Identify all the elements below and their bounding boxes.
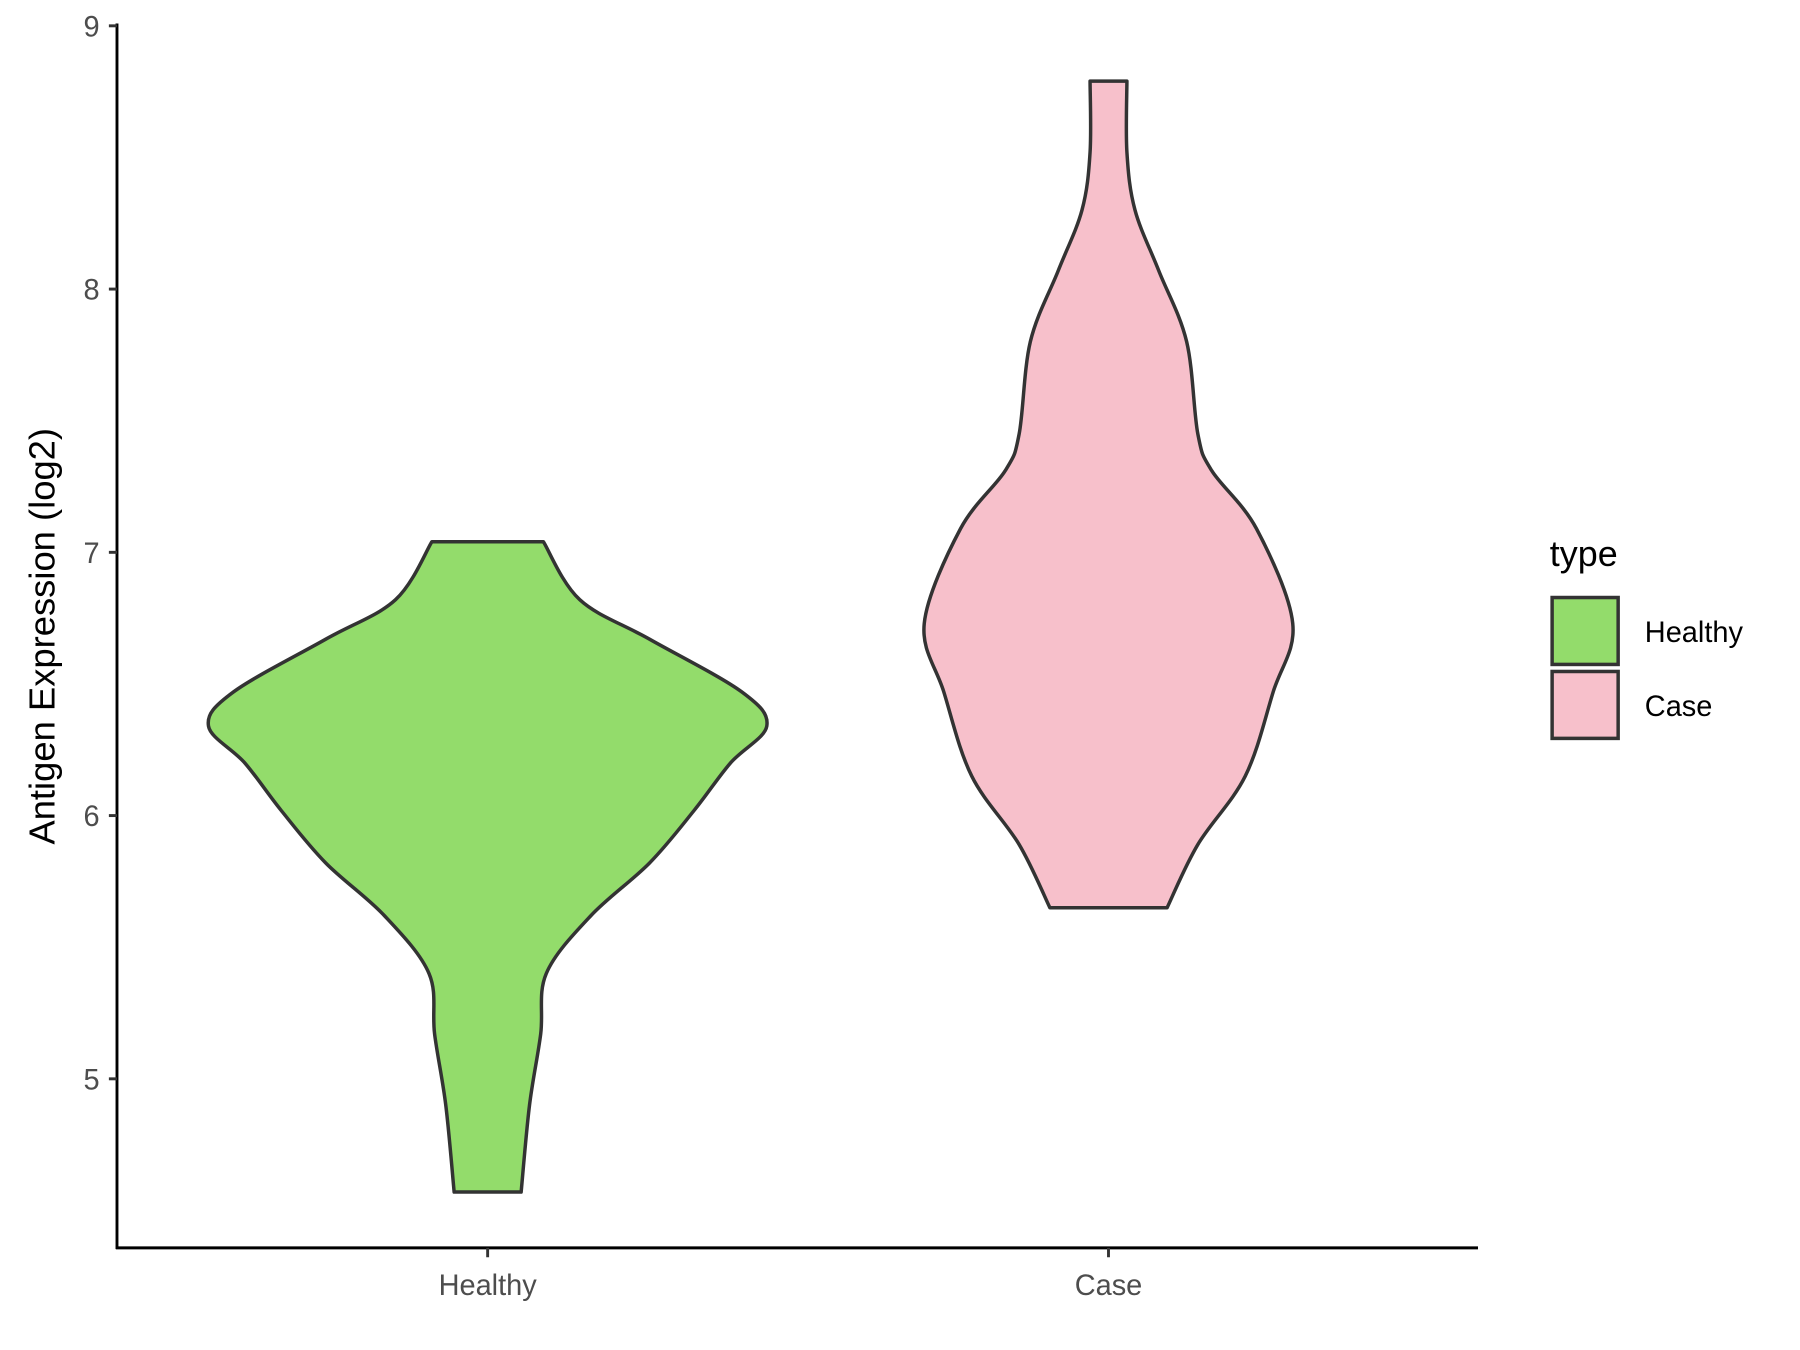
- x-tick-label: Healthy: [439, 1270, 538, 1302]
- legend-key-healthy: [1550, 595, 1620, 667]
- legend-title: type: [1550, 533, 1618, 574]
- y-axis-label: Antigen Expression (log2): [22, 428, 63, 845]
- y-tick-label: 8: [84, 274, 100, 306]
- legend: Healthy Case: [1550, 595, 1744, 741]
- violin-case: [922, 79, 1295, 910]
- legend-key-case: [1550, 669, 1620, 741]
- y-tick-label: 6: [84, 801, 100, 833]
- legend-label: Case: [1645, 691, 1713, 723]
- x-tick-label: Case: [1075, 1270, 1143, 1302]
- y-tick-label: 9: [84, 11, 100, 43]
- y-tick-label: 5: [84, 1064, 100, 1096]
- legend-label: Healthy: [1645, 617, 1744, 649]
- violin-healthy: [206, 540, 769, 1194]
- violins: [206, 79, 1295, 1194]
- y-ticks: 5 6 7 8 9: [84, 11, 117, 1096]
- y-tick-label: 7: [84, 538, 100, 570]
- x-ticks: Healthy Case: [439, 1247, 1143, 1302]
